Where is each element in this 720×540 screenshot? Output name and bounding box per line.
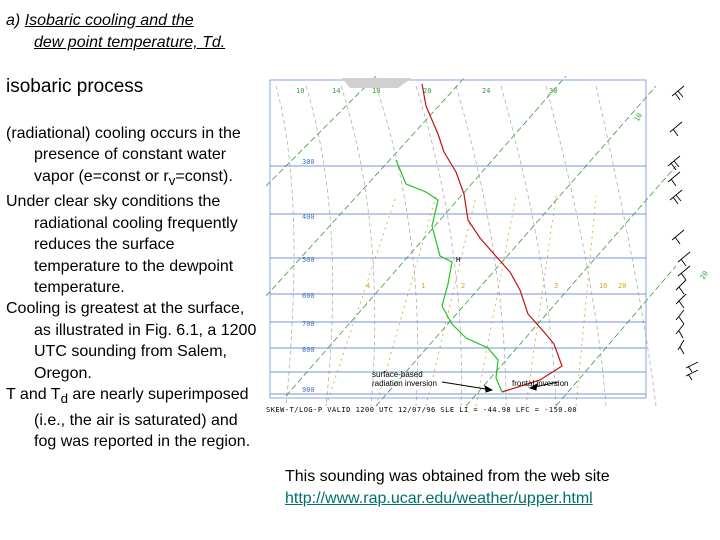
pressure-label: 700 bbox=[302, 320, 315, 328]
wind-barbs bbox=[667, 85, 699, 381]
top-temp-label: 18 bbox=[372, 87, 380, 95]
top-temp-label: 24 bbox=[482, 87, 490, 95]
plot-frame bbox=[269, 79, 647, 399]
dry-adiabats bbox=[275, 85, 657, 407]
title-line-1: Isobaric cooling and the bbox=[24, 12, 194, 29]
mixing-ratio-label: 4 bbox=[366, 282, 370, 290]
mixing-ratio-label: 16 bbox=[599, 282, 607, 290]
mixing-ratio-label: 1 bbox=[421, 282, 425, 290]
skew-t-diagram: 10 14 18 20 24 30 300 400 500 600 700 80… bbox=[266, 76, 714, 422]
mixing-ratio-lines bbox=[325, 195, 597, 407]
isobars bbox=[270, 165, 646, 395]
pressure-label: 800 bbox=[302, 346, 315, 354]
side-temp-label: 10 bbox=[633, 112, 644, 123]
body-text: (radiational) cooling occurs in the pres… bbox=[6, 123, 258, 452]
top-temp-label: 20 bbox=[423, 87, 431, 95]
paragraph-text: are nearly superimposed (i.e., the air i… bbox=[34, 386, 251, 451]
top-temp-label: 10 bbox=[296, 87, 304, 95]
top-shading bbox=[342, 78, 412, 88]
source-text: This sounding was obtained from the web … bbox=[285, 468, 610, 485]
subscript-d: d bbox=[60, 391, 68, 407]
mixing-ratio-label: 2 bbox=[461, 282, 465, 290]
mixing-ratio-labels: 4 1 2 3 16 20 bbox=[366, 282, 626, 290]
slide-title: a) Isobaric cooling and the dew point te… bbox=[6, 10, 266, 54]
paragraph-text: =const). bbox=[175, 167, 233, 185]
mixing-ratio-label: 20 bbox=[618, 282, 626, 290]
surface-based-label: surface-based bbox=[372, 370, 423, 379]
isotherms bbox=[266, 76, 677, 407]
paragraph-text: T and T bbox=[6, 386, 61, 404]
source-link[interactable]: http://www.rap.ucar.edu/weather/upper.ht… bbox=[285, 490, 593, 507]
annotations: surface-based radiation inversion fronta… bbox=[372, 370, 568, 388]
source-note: This sounding was obtained from the web … bbox=[285, 466, 705, 510]
high-marker: H bbox=[456, 256, 460, 264]
side-temp-label: 20 bbox=[699, 270, 710, 281]
title-label: a) bbox=[6, 12, 21, 29]
frontal-inversion-label: frontal inversion bbox=[512, 379, 568, 388]
paragraph-radiational-cooling: (radiational) cooling occurs in the pres… bbox=[6, 123, 258, 191]
paragraph-saturation: T and Td are nearly superimposed (i.e., … bbox=[6, 384, 258, 452]
pressure-labels: 300 400 500 600 700 800 900 bbox=[302, 158, 315, 394]
paragraph-surface-cooling: Cooling is greatest at the surface, as i… bbox=[6, 300, 257, 382]
paragraph-text: (radiational) cooling occurs in the pres… bbox=[6, 125, 241, 185]
pressure-label: 400 bbox=[302, 213, 315, 221]
title-line-2: dew point temperature, Td. bbox=[34, 34, 226, 51]
section-heading: isobaric process bbox=[6, 76, 144, 97]
side-temperature-labels: 10 20 bbox=[633, 112, 710, 281]
temperature-profile-line bbox=[421, 83, 563, 393]
subscript-v: v bbox=[168, 173, 176, 188]
pressure-label: 500 bbox=[302, 256, 315, 264]
dewpoint-profile-line bbox=[395, 159, 503, 393]
pressure-label: 900 bbox=[302, 386, 315, 394]
mixing-ratio-label: 3 bbox=[554, 282, 558, 290]
top-temperature-labels: 10 14 18 20 24 30 bbox=[296, 87, 557, 95]
annotation-arrows bbox=[441, 381, 559, 393]
radiation-inversion-label: radiation inversion bbox=[372, 379, 437, 388]
top-temp-label: 30 bbox=[549, 87, 557, 95]
top-temp-label: 14 bbox=[332, 87, 340, 95]
diagram-footer: SKEW-T/LOG-P VALID 1200 UTC 12/07/96 SLE… bbox=[266, 406, 578, 414]
pressure-label: 600 bbox=[302, 292, 315, 300]
pressure-label: 300 bbox=[302, 158, 315, 166]
paragraph-clear-sky: Under clear sky conditions the radiation… bbox=[6, 193, 238, 297]
